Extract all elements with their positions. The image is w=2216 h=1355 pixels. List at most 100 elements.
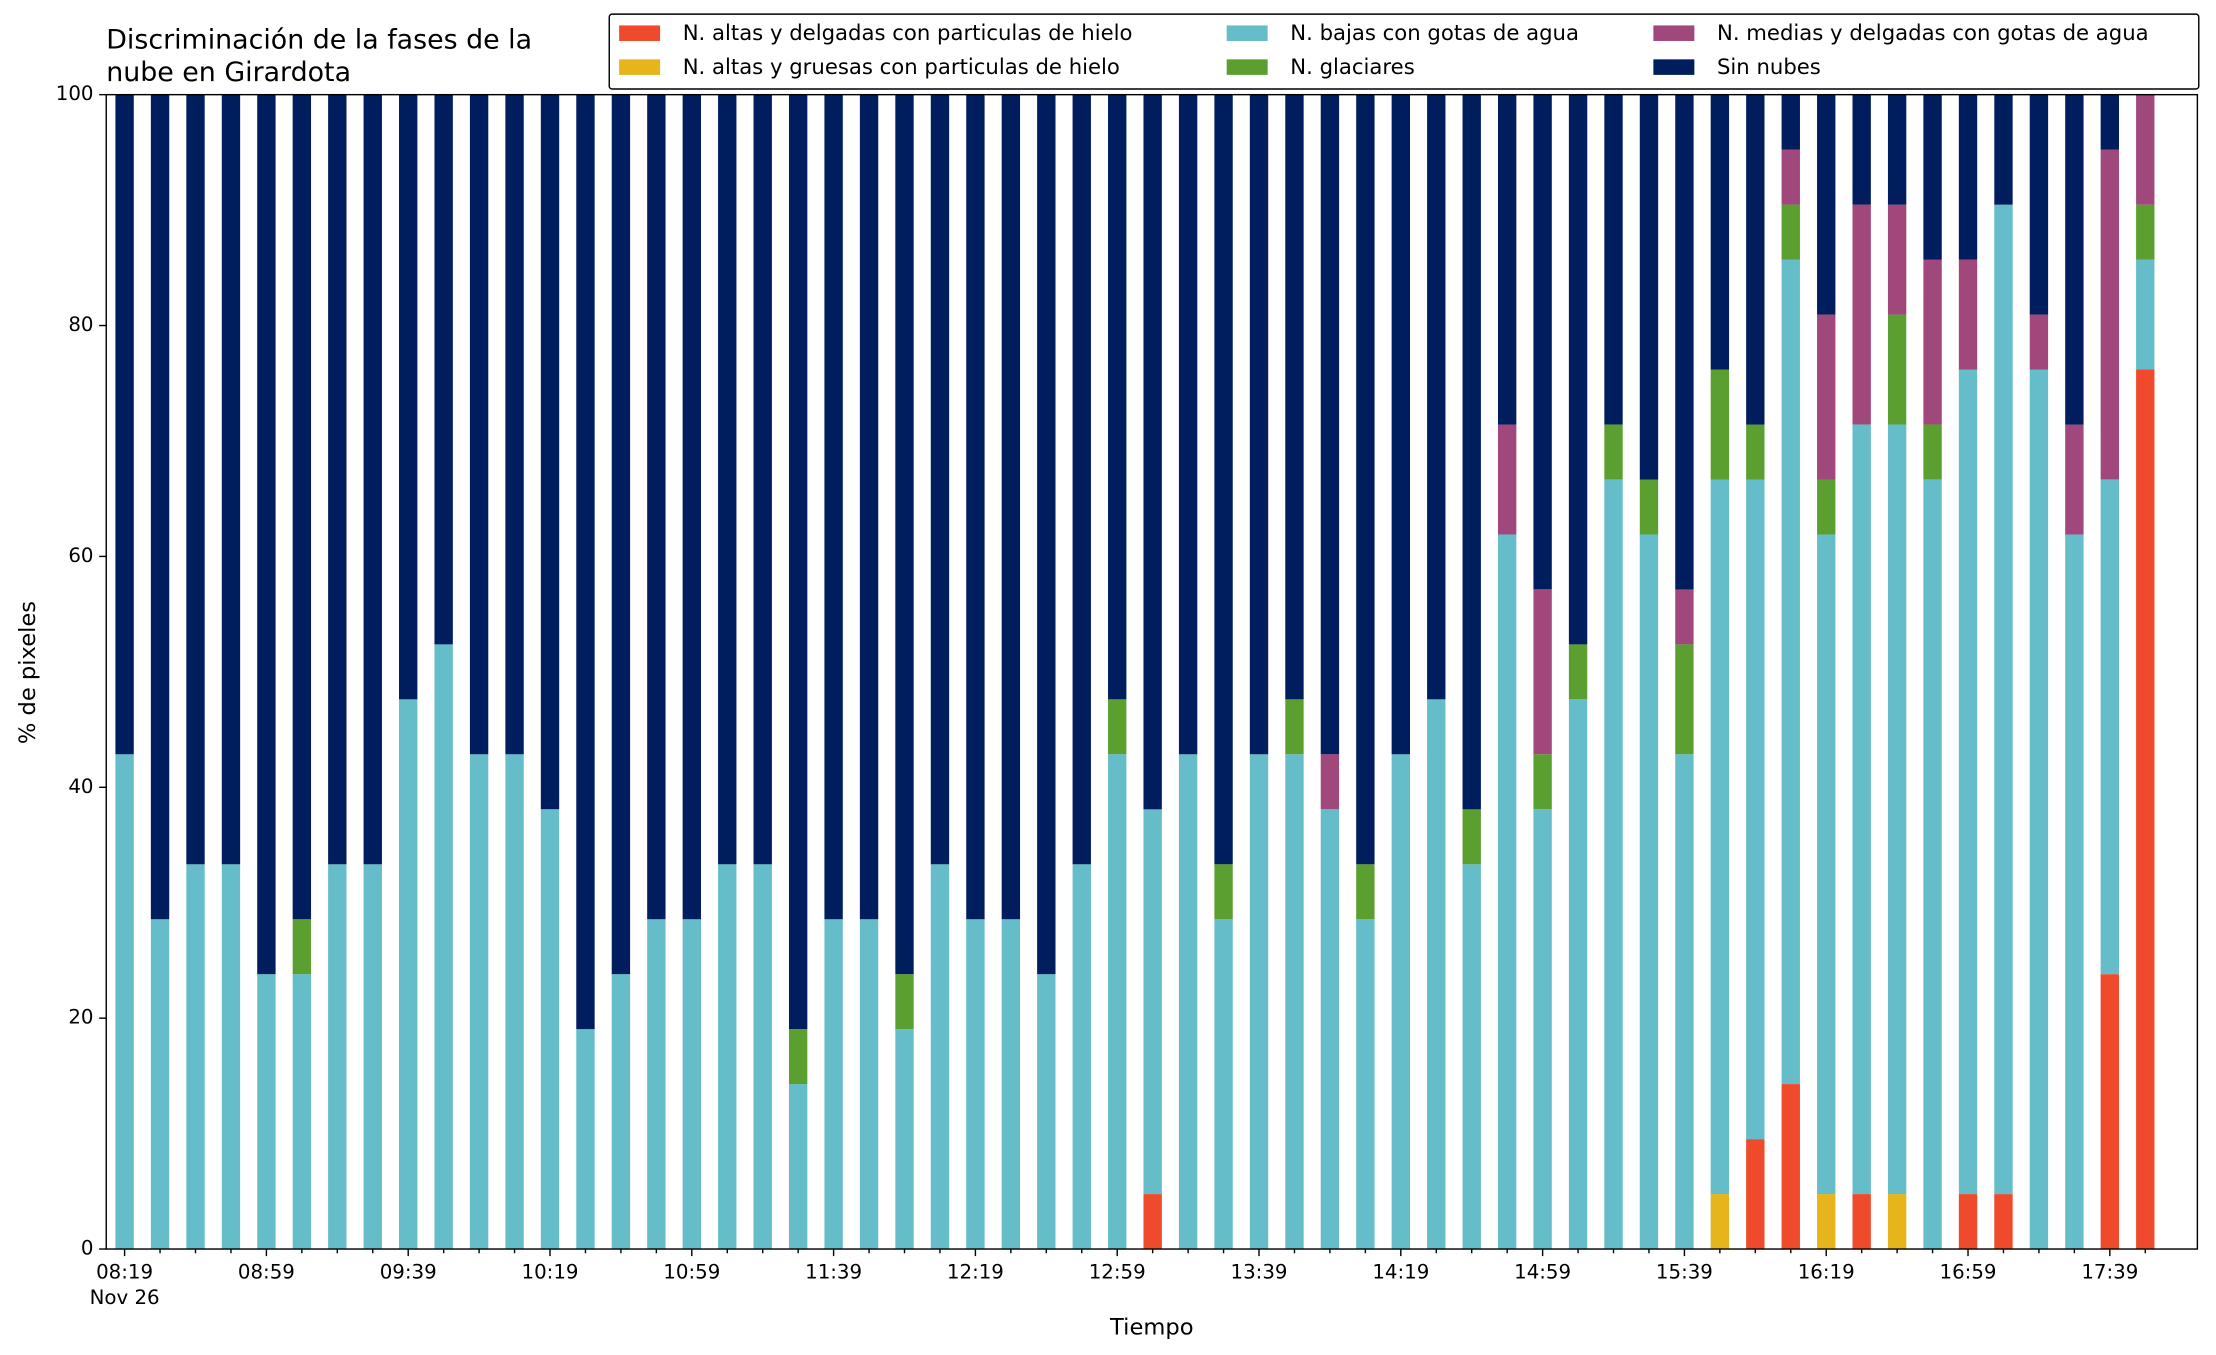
bar-segment: [824, 94, 843, 920]
bar-segment: [1994, 204, 2013, 1195]
bar-segment: [1391, 754, 1410, 1250]
bar-segment: [292, 974, 312, 1250]
bar-segment: [434, 644, 453, 1250]
bar-segment: [257, 974, 276, 1250]
bar-segment: [540, 809, 560, 1250]
legend-label: N. altas y gruesas con particulas de hie…: [683, 54, 1120, 79]
bar-segment: [1037, 974, 1056, 1250]
chart-title: Discriminación de la fases de la: [106, 24, 532, 55]
legend-box: [608, 13, 2200, 90]
bar-segment: [1710, 369, 1730, 480]
bar-segment: [2100, 94, 2120, 150]
bar-segment: [1781, 149, 1800, 205]
bar-segment: [2029, 94, 2049, 315]
bar-segment: [1887, 314, 1907, 425]
bar-segment: [469, 94, 489, 755]
bar-segment: [2100, 149, 2120, 480]
bar-segment: [1817, 314, 1836, 480]
bar-segment: [1285, 754, 1304, 1250]
x-tick-label: 14:19: [1372, 1261, 1429, 1284]
bar-segment: [1781, 204, 1800, 260]
bar-segment: [1037, 94, 1056, 975]
bar-segment: [1356, 94, 1375, 865]
bar-segment: [1108, 94, 1127, 700]
bar-segment: [859, 94, 879, 920]
legend-swatch: [1226, 25, 1268, 41]
bar-segment: [1072, 94, 1091, 865]
bar-segment: [1497, 534, 1517, 1250]
bar-segment: [1710, 1194, 1730, 1250]
bar-segment: [1214, 864, 1233, 920]
bar-segment: [1285, 94, 1304, 700]
y-tick-label: 100: [56, 82, 94, 105]
y-axis-label: % de pixeles: [15, 601, 41, 744]
bar-segment: [1108, 754, 1127, 1250]
bar-segment: [2136, 204, 2155, 260]
bar-segment: [1143, 809, 1162, 1195]
bar-segment: [930, 94, 950, 865]
bar-segment: [1958, 259, 1978, 370]
bar-segment: [2136, 369, 2155, 1250]
bar-segment: [1923, 424, 1942, 480]
chart-title: nube en Girardota: [106, 57, 351, 88]
x-tick-label: 09:39: [380, 1261, 437, 1284]
bar-segment: [434, 94, 453, 645]
bar-segment: [505, 754, 524, 1250]
bar-segment: [1710, 94, 1730, 370]
bar-segment: [611, 974, 631, 1250]
bar-segment: [399, 699, 418, 1250]
bar-segment: [1781, 94, 1800, 150]
legend-swatch: [1226, 59, 1268, 75]
bar-segment: [753, 94, 772, 865]
bar-segment: [1108, 699, 1127, 755]
x-tick-label: 16:59: [1940, 1261, 1997, 1284]
bar-segment: [363, 94, 382, 865]
bar-segment: [1533, 589, 1552, 755]
bar-segment: [1214, 919, 1233, 1250]
bar-segment: [1923, 479, 1942, 1250]
bar-segment: [1214, 94, 1233, 865]
bar-segment: [611, 94, 631, 975]
bar-segment: [1533, 94, 1552, 590]
bar-segment: [1427, 699, 1446, 1250]
bar-segment: [292, 94, 312, 920]
bar-segment: [221, 94, 241, 865]
bar-segment: [682, 94, 701, 920]
bar-segment: [1852, 204, 1871, 425]
bar-segment: [1817, 94, 1836, 315]
x-tick-label: 11:39: [805, 1261, 862, 1284]
bar-segment: [1462, 94, 1481, 810]
bar-segment: [1639, 94, 1659, 480]
legend-label: Sin nubes: [1717, 54, 1821, 79]
bar-segment: [1178, 754, 1198, 1250]
bar-segment: [1958, 369, 1978, 1195]
bar-segment: [186, 864, 205, 1250]
bar-segment: [647, 94, 666, 920]
x-tick-label: 17:39: [2081, 1261, 2138, 1284]
bar-segment: [2029, 314, 2049, 370]
bar-segment: [682, 919, 701, 1250]
x-tick-label: 13:39: [1231, 1261, 1288, 1284]
bar-segment: [1887, 94, 1907, 205]
bar-segment: [1249, 94, 1269, 755]
bar-segment: [2065, 94, 2084, 425]
x-tick-label: 16:19: [1798, 1261, 1855, 1284]
bar-segment: [753, 864, 772, 1250]
bar-segment: [1568, 644, 1588, 700]
bar-segment: [469, 754, 489, 1250]
bar-segment: [718, 94, 737, 865]
bar-segment: [824, 919, 843, 1250]
bar-segment: [1746, 94, 1765, 425]
bar-segment: [1462, 809, 1481, 865]
bar-segment: [1817, 479, 1836, 535]
bar-segment: [1320, 809, 1340, 1250]
bar-segment: [1143, 1194, 1162, 1250]
bar-segment: [1497, 94, 1517, 425]
legend-label: N. medias y delgadas con gotas de agua: [1717, 20, 2149, 45]
bar-segment: [1639, 534, 1659, 1250]
bar-segment: [1852, 1194, 1871, 1250]
bar-segment: [1533, 754, 1552, 810]
bar-segment: [1852, 94, 1871, 205]
legend-label: N. altas y delgadas con particulas de hi…: [683, 20, 1133, 45]
y-tick-label: 0: [81, 1237, 94, 1260]
